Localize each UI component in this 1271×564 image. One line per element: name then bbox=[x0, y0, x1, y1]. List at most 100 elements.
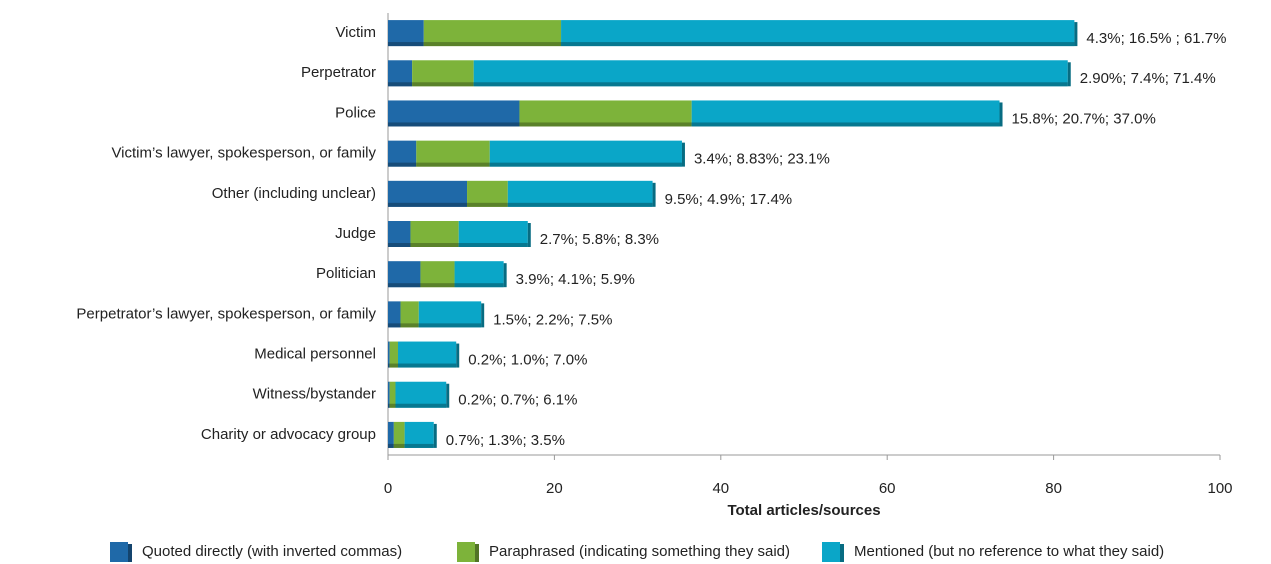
bar-shade bbox=[388, 403, 390, 408]
bar-edge bbox=[456, 343, 460, 368]
bar-edge bbox=[1067, 62, 1071, 87]
bar-segment bbox=[418, 301, 482, 328]
y-tick-label: Victim’s lawyer, spokesperson, or family bbox=[111, 145, 376, 162]
bar-shade bbox=[519, 122, 692, 127]
x-tick-label: 40 bbox=[712, 480, 729, 497]
bar-segment bbox=[400, 301, 419, 328]
bar-segment bbox=[467, 180, 508, 207]
x-axis-title: Total articles/sources bbox=[727, 502, 880, 519]
bar-shade bbox=[388, 443, 394, 448]
value-label: 0.2%; 0.7%; 6.1% bbox=[458, 392, 577, 409]
bar-segment bbox=[388, 60, 413, 87]
value-label: 0.7%; 1.3%; 3.5% bbox=[446, 432, 565, 449]
x-tick-label: 60 bbox=[879, 480, 896, 497]
bar-segment bbox=[561, 20, 1075, 47]
legend-swatch-edge bbox=[475, 544, 479, 562]
legend-swatch-edge bbox=[128, 544, 132, 562]
legend-label: Quoted directly (with inverted commas) bbox=[142, 543, 402, 560]
legend-label: Paraphrased (indicating something they s… bbox=[489, 543, 790, 560]
legend-swatch bbox=[457, 542, 475, 562]
bar-segment bbox=[416, 140, 490, 167]
value-label: 3.4%; 8.83%; 23.1% bbox=[694, 151, 830, 168]
bar-segment bbox=[473, 60, 1068, 87]
bar-shade bbox=[400, 323, 419, 328]
bar-segment bbox=[454, 261, 504, 288]
y-tick-label: Perpetrator’s lawyer, spokesperson, or f… bbox=[76, 305, 376, 322]
bar-shade bbox=[388, 363, 390, 368]
x-tick-label: 0 bbox=[384, 480, 392, 497]
y-tick-label: Witness/bystander bbox=[253, 386, 376, 403]
y-tick-label: Charity or advocacy group bbox=[201, 426, 376, 443]
legend-swatch-edge bbox=[840, 544, 844, 562]
bar-segment bbox=[389, 381, 396, 408]
bar-shade bbox=[388, 323, 401, 328]
x-tick-label: 20 bbox=[546, 480, 563, 497]
bar-shade bbox=[458, 243, 528, 247]
bar-shade bbox=[416, 162, 490, 167]
bar-shade bbox=[420, 283, 455, 288]
bar-shade bbox=[454, 283, 504, 288]
bar-segment bbox=[393, 421, 405, 448]
y-tick-label: Police bbox=[335, 104, 376, 121]
value-label: 1.5%; 2.2%; 7.5% bbox=[493, 311, 612, 328]
value-label: 4.3%; 16.5% ; 61.7% bbox=[1086, 30, 1226, 47]
bar-segment bbox=[388, 421, 394, 448]
bar-segment bbox=[388, 180, 468, 207]
value-label: 0.2%; 1.0%; 7.0% bbox=[468, 352, 587, 369]
bar-edge bbox=[681, 142, 685, 167]
bar-segment bbox=[507, 180, 653, 207]
bar-edge bbox=[446, 383, 450, 408]
bar-shade bbox=[418, 323, 482, 328]
bar-segment bbox=[410, 221, 459, 247]
bar-segment bbox=[397, 341, 457, 368]
y-tick-label: Medical personnel bbox=[254, 346, 376, 363]
bar-shade bbox=[467, 202, 508, 207]
bar-segment bbox=[691, 100, 1000, 127]
value-label: 3.9%; 4.1%; 5.9% bbox=[516, 271, 635, 288]
bar-shade bbox=[561, 42, 1075, 47]
y-tick-label: Perpetrator bbox=[301, 64, 376, 81]
bar-segment bbox=[388, 301, 401, 328]
bar-edge bbox=[503, 263, 507, 288]
bar-shade bbox=[388, 122, 520, 127]
value-label: 2.90%; 7.4%; 71.4% bbox=[1080, 70, 1216, 87]
bar-shade bbox=[473, 82, 1068, 87]
legend-swatch bbox=[110, 542, 128, 562]
bar-segment bbox=[458, 221, 528, 247]
bar-shade bbox=[395, 403, 447, 408]
bar-shade bbox=[393, 443, 405, 448]
bar-segment bbox=[412, 60, 474, 87]
bar-shade bbox=[388, 42, 424, 47]
bar-segment bbox=[388, 261, 421, 288]
y-tick-label: Other (including unclear) bbox=[212, 185, 376, 202]
bar-shade bbox=[489, 162, 682, 167]
bar-shade bbox=[388, 283, 421, 288]
value-label: 2.7%; 5.8%; 8.3% bbox=[540, 231, 659, 248]
bar-segment bbox=[388, 140, 417, 167]
y-tick-label: Victim bbox=[335, 24, 376, 41]
bar-segment bbox=[404, 421, 434, 448]
bar-shade bbox=[397, 363, 457, 368]
bar-segment bbox=[423, 20, 562, 47]
y-tick-label: Judge bbox=[335, 225, 376, 242]
bar-shade bbox=[423, 42, 562, 47]
bar-edge bbox=[527, 223, 531, 247]
bar-shade bbox=[691, 122, 1000, 127]
bar-shade bbox=[507, 202, 653, 207]
bar-shade bbox=[404, 443, 434, 448]
bar-shade bbox=[389, 403, 396, 408]
bar-edge bbox=[652, 182, 656, 207]
x-tick-label: 100 bbox=[1207, 480, 1232, 497]
bar-segment bbox=[519, 100, 692, 127]
bar-edge bbox=[1074, 22, 1078, 47]
bar-shade bbox=[412, 82, 474, 87]
y-tick-label: Politician bbox=[316, 265, 376, 282]
bar-shade bbox=[388, 162, 417, 167]
bar-shade bbox=[388, 243, 411, 247]
bar-segment bbox=[388, 381, 390, 408]
bar-segment bbox=[395, 381, 447, 408]
x-tick-label: 80 bbox=[1045, 480, 1062, 497]
bar-edge bbox=[999, 102, 1003, 127]
value-label: 15.8%; 20.7%; 37.0% bbox=[1012, 110, 1156, 127]
